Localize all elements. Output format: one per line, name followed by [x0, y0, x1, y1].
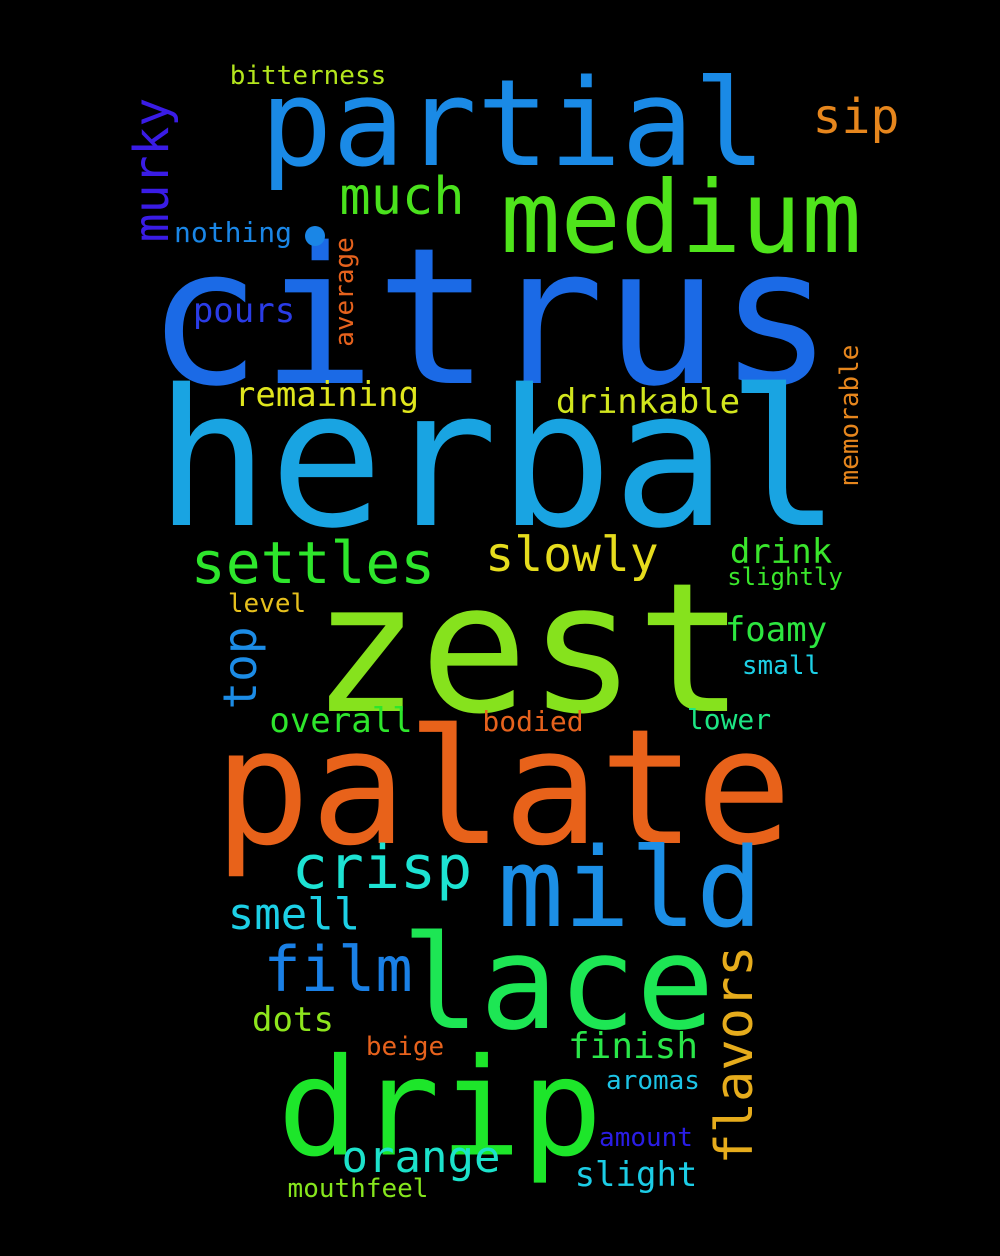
- word-nothing: nothing: [173, 216, 293, 249]
- word-partial: partial: [260, 55, 766, 194]
- word-mild: mild: [497, 824, 763, 952]
- word-dots: dots: [252, 1000, 334, 1040]
- word-mouthfeel: mouthfeel: [287, 1174, 429, 1204]
- word-small: small: [741, 651, 821, 681]
- word-herbal: herbal: [154, 349, 842, 570]
- word-drip: drip: [277, 1029, 603, 1187]
- word-overall: overall: [269, 701, 413, 741]
- word-film: film: [263, 933, 413, 1006]
- word-average: average: [330, 237, 360, 347]
- word-memorable: memorable: [835, 344, 865, 486]
- word-citrus: citrus: [146, 207, 834, 428]
- word-drink: drink: [729, 532, 833, 572]
- word-sip: sip: [812, 89, 900, 145]
- word-slightly: slightly: [727, 563, 843, 591]
- word-much: much: [339, 167, 465, 227]
- word-murky: murky: [124, 97, 180, 243]
- dot-mark: [305, 226, 325, 246]
- word-settles: settles: [190, 529, 436, 597]
- word-pours: pours: [192, 291, 296, 331]
- word-bodied: bodied: [482, 705, 584, 738]
- word-bitterness: bitterness: [229, 61, 387, 91]
- word-slight: slight: [574, 1155, 698, 1195]
- word-palate: palate: [214, 694, 792, 881]
- word-lace: lace: [401, 907, 715, 1059]
- word-crisp: crisp: [291, 833, 473, 903]
- word-lower: lower: [686, 703, 772, 736]
- word-aromas: aromas: [606, 1066, 700, 1096]
- word-medium: medium: [500, 159, 862, 276]
- word-orange: orange: [341, 1132, 501, 1183]
- word-finish: finish: [567, 1026, 699, 1067]
- word-slowly: slowly: [485, 527, 659, 583]
- word-level: level: [227, 589, 307, 619]
- word-flavors: flavors: [705, 945, 765, 1165]
- word-drinkable: drinkable: [555, 382, 741, 422]
- word-beige: beige: [365, 1032, 445, 1062]
- word-smell: smell: [227, 889, 361, 940]
- word-foamy: foamy: [724, 610, 828, 650]
- word-remaining: remaining: [234, 375, 420, 415]
- word-amount: amount: [599, 1123, 693, 1153]
- word-zest: zest: [311, 545, 745, 754]
- word-top: top: [213, 626, 267, 710]
